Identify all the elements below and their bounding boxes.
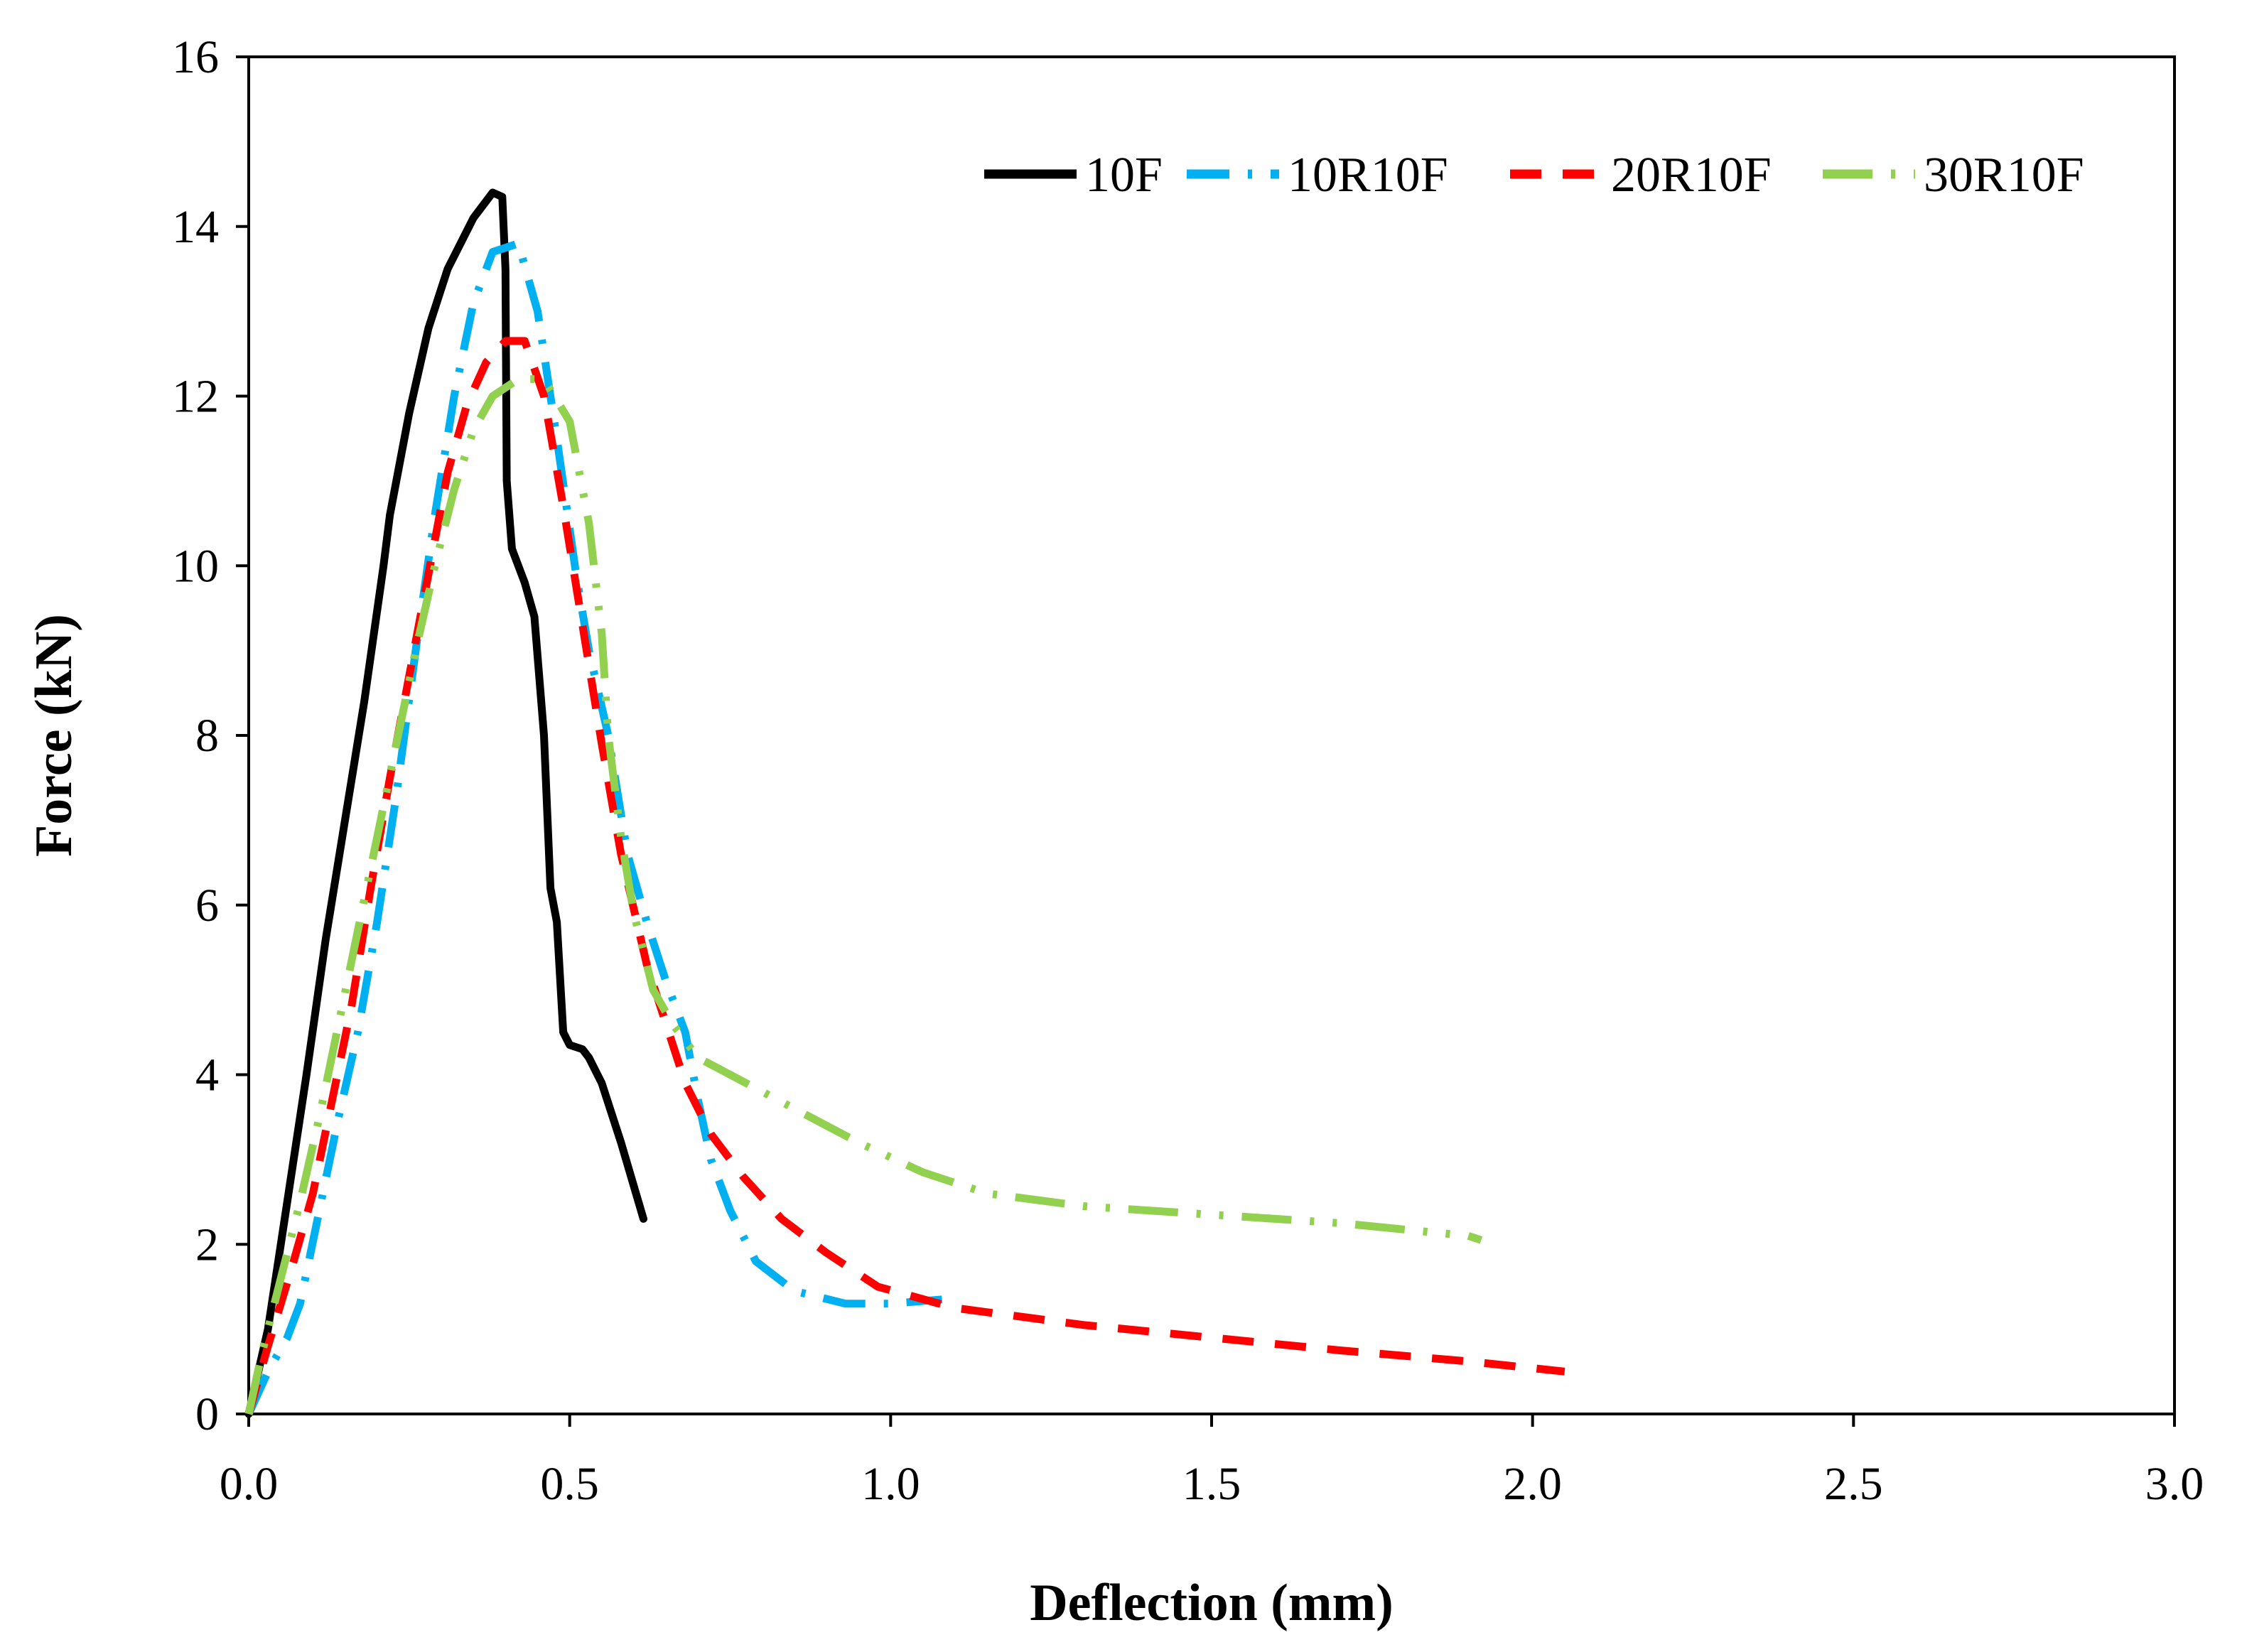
x-tick-label: 1.5 [1182, 1458, 1241, 1510]
y-tick-label: 12 [172, 371, 219, 423]
legend-label-10F: 10F [1085, 148, 1163, 203]
x-tick-label: 0.0 [220, 1458, 279, 1510]
legend-label-30R10F: 30R10F [1924, 148, 2084, 203]
series-line-10F [244, 188, 647, 1418]
y-tick-label: 16 [172, 31, 219, 83]
legend: 10F 10R10F 20R10F 30R10F [984, 148, 2084, 203]
series-line-30R10F [244, 375, 1483, 1415]
x-tick-label: 2.5 [1824, 1458, 1883, 1510]
plot-area [247, 55, 2176, 1415]
y-tick-label: 6 [195, 880, 219, 932]
x-axis-ticks: 0.0 0.5 1.0 1.5 2.0 2.5 3.0 [220, 1414, 2204, 1510]
series-layer [244, 188, 1565, 1418]
y-axis-title: Force (kN) [25, 614, 83, 857]
legend-label-10R10F: 10R10F [1288, 148, 1448, 203]
series-line-20R10F [244, 337, 1565, 1415]
x-tick-label: 2.0 [1503, 1458, 1562, 1510]
legend-label-20R10F: 20R10F [1611, 148, 1772, 203]
x-tick-label: 1.0 [861, 1458, 920, 1510]
y-tick-label: 8 [195, 710, 219, 762]
x-axis-title: Deflection (mm) [1030, 1574, 1394, 1632]
y-tick-label: 0 [195, 1388, 219, 1440]
y-tick-label: 14 [172, 201, 219, 253]
y-axis-ticks: 0 2 4 6 8 10 12 14 16 [172, 31, 249, 1440]
series-line-10R10F [244, 239, 943, 1416]
y-tick-label: 10 [172, 540, 219, 592]
x-tick-label: 3.0 [2145, 1458, 2204, 1510]
x-tick-label: 0.5 [540, 1458, 599, 1510]
y-tick-label: 2 [195, 1219, 219, 1270]
y-tick-label: 4 [195, 1049, 219, 1101]
